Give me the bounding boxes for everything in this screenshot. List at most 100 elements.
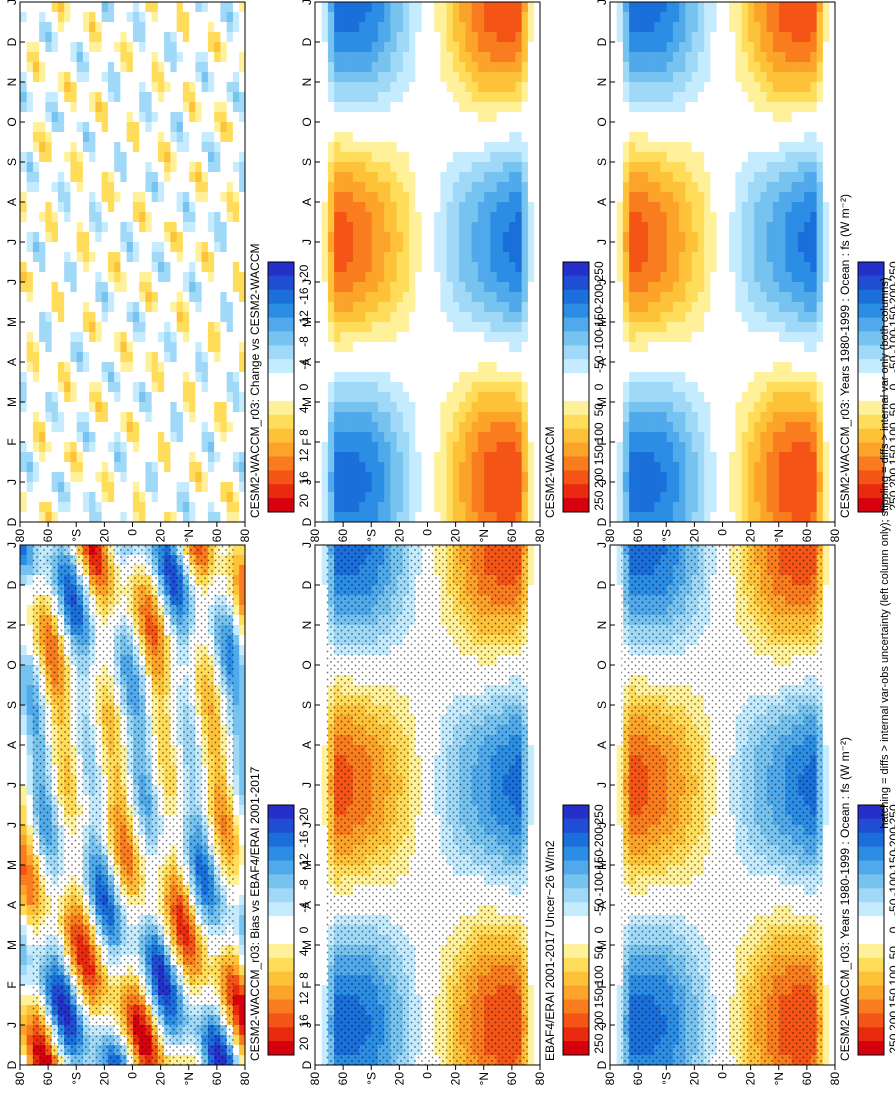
heatmap-cell [26,744,33,755]
heatmap-cell [232,654,240,665]
heatmap-cell [828,854,836,865]
heatmap-cell [26,984,33,995]
heatmap-cell [238,754,246,765]
heatmap-cell [238,784,246,795]
heatmap-cell [20,634,27,645]
heatmap-cell [315,614,322,625]
heatmap-cell [315,974,322,985]
heatmap-cell [232,674,240,685]
heatmap-cell [238,854,246,865]
lat-label: °N [182,1072,196,1085]
heatmap-cell [20,974,27,985]
colorbar-label: -16 [297,830,311,848]
heatmap-cell [238,594,246,605]
heatmap-cell [232,964,240,975]
heatmap-cell [232,874,240,885]
heatmap-cell [26,624,33,635]
heatmap-cell [232,1024,240,1035]
month-label: N [300,621,314,630]
heatmap-cell [232,884,240,895]
colorbar-label: 150 [592,988,606,1008]
heatmap-cell [26,894,33,905]
heatmap-cell [20,944,27,955]
heatmap-cell [610,1004,617,1015]
heatmap-cell [232,664,240,675]
heatmap-cell [533,784,541,795]
panel-title: CESM2-WACCM_r03: Years 1980-1999 : Ocean… [838,737,852,1061]
heatmap-cell [26,1034,33,1045]
colorbar-swatch [268,929,294,944]
heatmap-cell [232,684,240,695]
heatmap-cell [315,664,322,675]
lat-label: 80 [13,1072,27,1086]
heatmap-cell [238,934,246,945]
heatmap-cell [26,724,33,735]
heatmap-cell [238,1054,246,1065]
heatmap-cell [238,664,246,675]
colorbar-swatch [563,943,589,958]
heatmap-cell [315,704,322,715]
heatmap-cell [20,794,27,805]
heatmap-cell [26,694,33,705]
heatmap-cell [610,1014,617,1025]
heatmap-cell [828,834,836,845]
heatmap-cell [26,604,33,615]
heatmap-cell [26,634,33,645]
colorbar-swatch [268,957,294,972]
heatmap-cell [315,714,322,725]
heatmap-cell [315,914,322,925]
heatmap-cell [533,764,541,775]
heatmap-cell [533,1004,541,1015]
heatmap-cell [533,774,541,785]
heatmap-cell [20,834,27,845]
heatmap-cell [238,544,246,555]
heatmap-cell [238,774,246,785]
month-label: F [5,981,19,988]
month-label: D [300,1060,314,1069]
heatmap-cell [26,594,33,605]
heatmap-cell [232,714,240,725]
heatmap-cell [828,934,836,945]
colorbar-swatch [563,957,589,972]
heatmap-cell [238,884,246,895]
heatmap-cell [828,964,836,975]
heatmap-cell [238,604,246,615]
heatmap-cell [26,734,33,745]
heatmap-cell [238,894,246,905]
heatmap-cell [20,894,27,905]
panel-title: EBAF4/ERAI 2001-2017 Uncer~26 W/m2 [543,840,557,1061]
heatmap-cell [828,904,836,915]
heatmap-cell [315,874,322,885]
month-label: M [300,860,314,870]
heatmap-cell [533,1024,541,1035]
heatmap-cell [238,654,246,665]
month-label: J [5,822,19,828]
heatmap-cell [238,804,246,815]
month-label: D [300,580,314,589]
heatmap-cell [238,674,246,685]
heatmap-cell [610,954,617,965]
heatmap-cell [610,914,617,925]
heatmap-cell [232,974,240,985]
heatmap-cell [828,814,836,825]
heatmap-cell [828,874,836,885]
heatmap-cell [232,704,240,715]
colorbar-swatch [563,985,589,1000]
heatmap-cell [610,984,617,995]
heatmap-cell [238,644,246,655]
heatmap-cell [232,784,240,795]
heatmap-cell [20,644,27,655]
heatmap-cell [533,904,541,915]
heatmap-cell [238,584,246,595]
heatmap-cell [20,684,27,695]
heatmap-cell [232,1034,240,1045]
heatmap-cell [238,574,246,585]
month-label: M [5,860,19,870]
heatmap-cell [533,834,541,845]
heatmap-cell [828,794,836,805]
heatmap-cell [610,994,617,1005]
month-label: D [5,1060,19,1069]
month-label: J [5,782,19,788]
heatmap-cell [828,924,836,935]
heatmap-cell [20,654,27,665]
